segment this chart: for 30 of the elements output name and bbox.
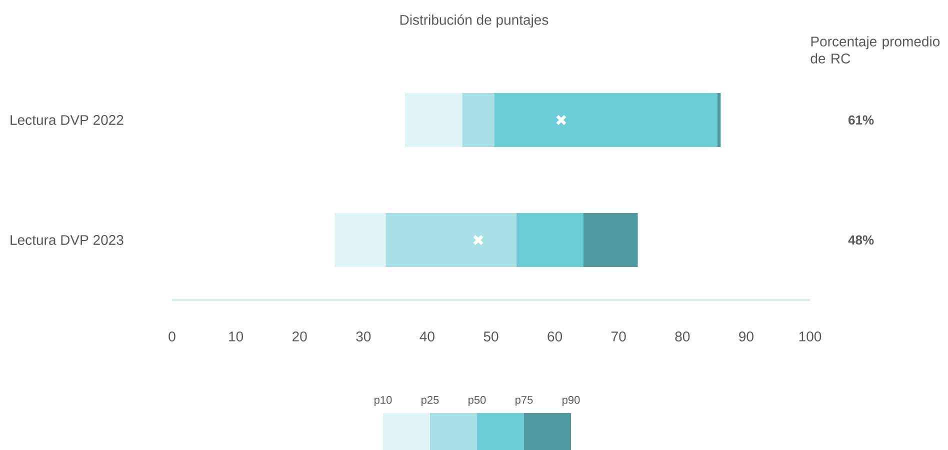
bar (386, 213, 517, 267)
text: p75 (516, 396, 533, 406)
data-label: 61% (848, 115, 874, 125)
y-tick-label: Lectura DVP 2023 (10, 235, 124, 245)
x-tick-label: 30 (356, 332, 371, 342)
bar (717, 93, 721, 147)
chart-title: Distribución de puntajes (400, 14, 548, 28)
text: p10 (374, 396, 392, 406)
x-tick-label: 90 (739, 332, 754, 342)
x-tick-label: 100 (799, 332, 822, 342)
x-tick-label: 20 (292, 332, 307, 342)
x-tick-label: 40 (420, 332, 434, 342)
x-tick-label: 80 (675, 332, 690, 342)
bar (494, 93, 718, 147)
x-tick-label: 50 (484, 332, 498, 342)
bar (516, 213, 584, 267)
x-tick-label: 70 (612, 332, 626, 342)
bar (404, 93, 462, 147)
y-tick-label: Lectura DVP 2022 (10, 115, 124, 125)
bar (584, 213, 638, 267)
x-tick-label: 60 (548, 332, 562, 342)
x-tick-label: 10 (229, 332, 244, 342)
data-label: 48% (848, 235, 874, 245)
text: p90 (562, 396, 580, 406)
text: p25 (422, 396, 439, 406)
bar (462, 93, 494, 147)
text: Porcentaje promedio de RC (810, 36, 940, 64)
x-tick-label: 0 (168, 332, 176, 342)
bar (334, 213, 386, 267)
text: p50 (468, 396, 486, 406)
